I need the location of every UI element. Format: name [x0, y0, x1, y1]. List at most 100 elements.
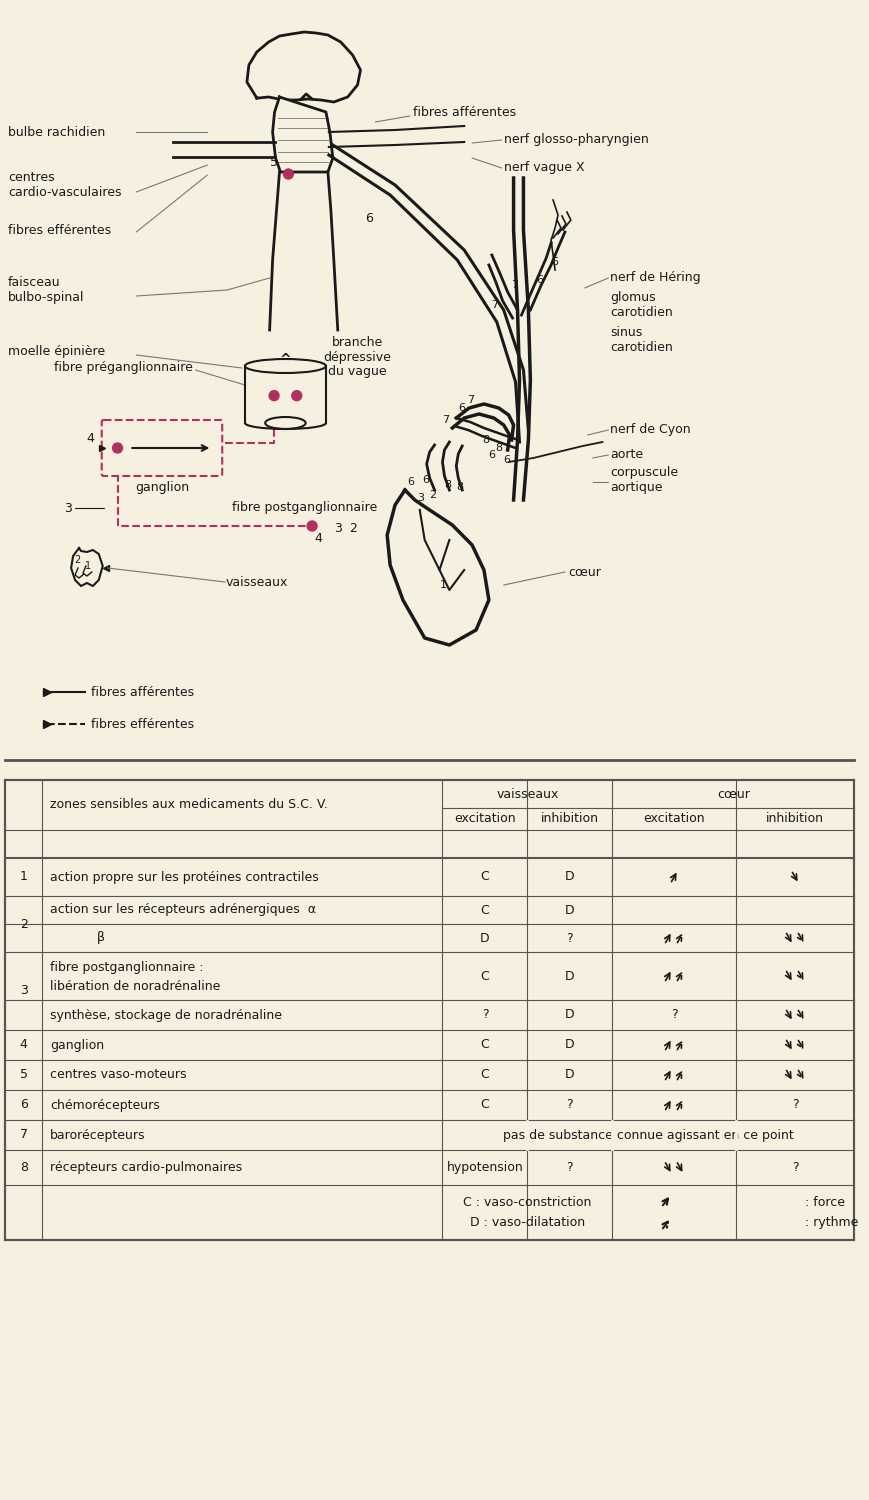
Text: 4: 4 — [86, 432, 94, 444]
Text: 4: 4 — [20, 1038, 28, 1052]
Text: excitation: excitation — [642, 813, 704, 825]
Text: pas de substance connue agissant en ce point: pas de substance connue agissant en ce p… — [502, 1128, 793, 1142]
Text: C: C — [480, 1098, 488, 1112]
Text: 7: 7 — [490, 300, 497, 310]
Text: 2: 2 — [20, 918, 28, 930]
Text: 3: 3 — [334, 522, 342, 536]
Text: 1: 1 — [20, 870, 28, 883]
Circle shape — [283, 170, 293, 178]
Circle shape — [112, 442, 123, 453]
Text: ?: ? — [481, 1008, 488, 1022]
Text: β: β — [96, 932, 104, 945]
Ellipse shape — [245, 358, 326, 374]
Text: aorte: aorte — [610, 448, 643, 462]
Text: 6: 6 — [422, 476, 429, 484]
Text: centres
cardio-vasculaires: centres cardio-vasculaires — [8, 171, 122, 200]
Text: branche
dépressive
du vague: branche dépressive du vague — [323, 336, 391, 378]
Text: action propre sur les protéines contractiles: action propre sur les protéines contract… — [50, 870, 319, 883]
Text: bulbe rachidien: bulbe rachidien — [8, 126, 105, 138]
Text: synthèse, stockage de noradrénaline: synthèse, stockage de noradrénaline — [50, 1008, 282, 1022]
Text: D: D — [564, 1038, 574, 1052]
Text: nerf de Cyon: nerf de Cyon — [610, 423, 690, 436]
Text: D: D — [564, 1068, 574, 1082]
Text: ^: ^ — [279, 352, 291, 368]
Text: D: D — [564, 1008, 574, 1022]
Text: 3: 3 — [416, 494, 423, 502]
Bar — [5, 780, 853, 1240]
Text: excitation: excitation — [454, 813, 515, 825]
Text: 8: 8 — [444, 480, 451, 490]
Text: nerf vague X: nerf vague X — [503, 162, 584, 174]
Text: C: C — [480, 969, 488, 982]
Text: 6: 6 — [407, 477, 414, 488]
Text: : force: : force — [804, 1196, 844, 1209]
Text: D : vaso-dilatation: D : vaso-dilatation — [469, 1216, 584, 1228]
Text: 1: 1 — [85, 561, 91, 572]
Text: 3: 3 — [64, 501, 72, 515]
Text: 2: 2 — [429, 490, 436, 500]
Text: 7: 7 — [510, 280, 517, 290]
Text: 6: 6 — [365, 211, 373, 225]
Text: nerf glosso-pharyngien: nerf glosso-pharyngien — [503, 134, 647, 147]
Text: 6: 6 — [488, 450, 494, 460]
Ellipse shape — [265, 417, 305, 429]
Text: 7: 7 — [442, 416, 449, 424]
Text: chémorécepteurs: chémorécepteurs — [50, 1098, 160, 1112]
Text: fibres afférentes: fibres afférentes — [90, 686, 194, 699]
Text: C: C — [480, 1038, 488, 1052]
Text: ?: ? — [566, 932, 573, 945]
Text: cœur: cœur — [567, 566, 600, 579]
Text: récepteurs cardio-pulmonaires: récepteurs cardio-pulmonaires — [50, 1161, 242, 1174]
Text: fibres efférentes: fibres efférentes — [8, 224, 111, 237]
Text: vaisseaux: vaisseaux — [495, 788, 558, 801]
Text: C: C — [480, 870, 488, 883]
Text: 8: 8 — [481, 435, 488, 445]
Text: barorécepteurs: barorécepteurs — [50, 1128, 146, 1142]
Text: 3: 3 — [20, 984, 28, 998]
Text: 2: 2 — [74, 555, 80, 566]
Text: cœur: cœur — [716, 788, 749, 801]
Text: ?: ? — [791, 1098, 798, 1112]
Text: C: C — [480, 1068, 488, 1082]
Text: 6: 6 — [535, 274, 542, 285]
Text: 2: 2 — [348, 522, 356, 536]
Text: fibre postganglionnaire :: fibre postganglionnaire : — [50, 962, 203, 975]
Text: 8: 8 — [455, 482, 463, 492]
Text: fibre préganglionnaire: fibre préganglionnaire — [54, 362, 193, 375]
Text: ?: ? — [670, 1008, 677, 1022]
Text: ganglion: ganglion — [50, 1038, 104, 1052]
Text: 7: 7 — [20, 1128, 28, 1142]
Text: fibres efférentes: fibres efférentes — [90, 717, 194, 730]
Text: 1: 1 — [439, 580, 446, 590]
Text: fibre postganglionnaire: fibre postganglionnaire — [232, 501, 377, 515]
Text: inhibition: inhibition — [541, 813, 598, 825]
Text: 6: 6 — [20, 1098, 28, 1112]
Text: 6: 6 — [503, 454, 510, 465]
Text: ?: ? — [566, 1098, 573, 1112]
Text: 7: 7 — [467, 394, 474, 405]
Text: C : vaso-constriction: C : vaso-constriction — [462, 1196, 591, 1209]
Text: sinus
carotidien: sinus carotidien — [610, 326, 673, 354]
Text: 5: 5 — [20, 1068, 28, 1082]
Text: fibres afférentes: fibres afférentes — [413, 106, 515, 120]
Polygon shape — [272, 98, 333, 172]
Text: 5: 5 — [269, 156, 277, 170]
Text: glomus
carotidien: glomus carotidien — [610, 291, 673, 320]
Text: faisceau
bulbo-spinal: faisceau bulbo-spinal — [8, 276, 84, 304]
Text: D: D — [564, 969, 574, 982]
Text: ?: ? — [791, 1161, 798, 1174]
Text: centres vaso-moteurs: centres vaso-moteurs — [50, 1068, 187, 1082]
Text: inhibition: inhibition — [766, 813, 823, 825]
Text: 4: 4 — [314, 532, 322, 546]
Text: 6: 6 — [458, 404, 465, 412]
Text: libération de noradrénaline: libération de noradrénaline — [50, 980, 221, 993]
Text: 8: 8 — [494, 442, 501, 453]
Circle shape — [291, 390, 302, 400]
Text: moelle épinière: moelle épinière — [8, 345, 105, 358]
Text: D: D — [480, 932, 489, 945]
Text: C: C — [480, 903, 488, 916]
Text: corpuscule
aortique: corpuscule aortique — [610, 466, 678, 494]
Circle shape — [269, 390, 279, 400]
Text: ?: ? — [566, 1161, 573, 1174]
Text: nerf de Héring: nerf de Héring — [610, 272, 700, 285]
